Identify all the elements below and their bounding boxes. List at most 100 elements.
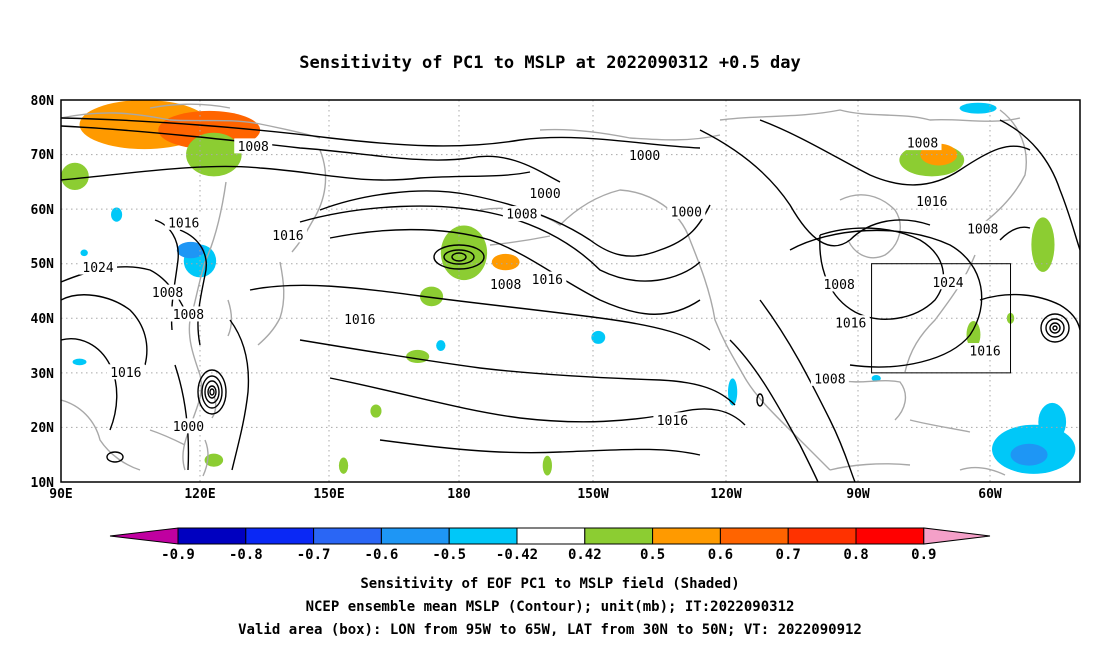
- colorbar-tick-label: -0.9: [161, 547, 195, 563]
- negative-sensitivity-patch: [591, 330, 606, 344]
- footer: Sensitivity of EOF PC1 to MSLP field (Sh…: [238, 576, 862, 638]
- colorbar-tick-label: 0.6: [708, 547, 733, 563]
- contour-line: [443, 249, 475, 265]
- contour-line: [759, 299, 856, 482]
- coastline-alaska-north: [539, 128, 721, 141]
- negative-sensitivity-patch: [727, 378, 738, 406]
- contour-label: 1016: [916, 195, 947, 210]
- contour-label-bg: [234, 138, 273, 154]
- contour-label-bg: [169, 418, 208, 434]
- contour-line: [61, 125, 561, 183]
- contour-label: 1008: [490, 278, 521, 293]
- coastline-philippines: [202, 439, 209, 477]
- valid-area-box: [871, 263, 1012, 374]
- negative-sensitivity-patch: [871, 375, 881, 382]
- contour-line: [319, 190, 711, 257]
- contour-label-bg: [169, 306, 208, 322]
- contour-label-bg: [831, 315, 870, 331]
- contour-label: 1008: [907, 137, 938, 152]
- lon-label: 60W: [978, 487, 1002, 502]
- lon-label: 90E: [49, 487, 72, 502]
- colorbar-swatch: [313, 527, 382, 545]
- positive-sensitivity-patch: [204, 453, 224, 467]
- positive-sensitivity-patch: [491, 253, 520, 271]
- colorbar-tick-label: -0.6: [365, 547, 399, 563]
- lon-label: 150E: [313, 487, 344, 502]
- contour-line: [204, 380, 220, 404]
- lon-label: 180: [447, 487, 471, 502]
- contour-label: 1008: [506, 208, 537, 223]
- contour-label: 1016: [344, 313, 375, 328]
- contour-label-bg: [903, 135, 942, 151]
- sensitivity-shading: [61, 100, 1076, 476]
- footer-line-contour: NCEP ensemble mean MSLP (Contour); unit(…: [306, 599, 795, 615]
- contour-line: [61, 338, 118, 431]
- contour-label: 1008: [967, 222, 998, 237]
- contour-label: 1000: [529, 187, 560, 202]
- contour-label-bg: [106, 364, 145, 380]
- contour-label: 1024: [932, 276, 963, 291]
- contour-label: 1008: [814, 372, 845, 387]
- colorbar-swatch: [787, 527, 857, 545]
- lat-label: 80N: [31, 94, 55, 109]
- lat-label: 20N: [31, 421, 55, 436]
- contour-label: 1016: [532, 273, 563, 288]
- positive-sensitivity-patch: [419, 286, 444, 307]
- contour-line: [249, 284, 711, 351]
- contour-label: 1008: [823, 278, 854, 293]
- contour-label-bg: [820, 276, 859, 292]
- contour-line: [999, 226, 1031, 241]
- negative-sensitivity-patch: [111, 207, 123, 222]
- colorbar-swatch: [380, 527, 450, 545]
- colorbar-swatch: [516, 527, 586, 545]
- colorbar-tick-label: 0.8: [843, 547, 868, 563]
- colorbar-tick-label: 0.9: [911, 547, 936, 563]
- coastline-japan: [257, 261, 285, 346]
- contour-line: [207, 385, 217, 399]
- contour-line: [819, 227, 945, 320]
- coastline-siberia: [61, 112, 321, 139]
- contour-line: [379, 439, 701, 456]
- contour-line: [61, 117, 701, 149]
- contour-label: 1016: [835, 317, 866, 332]
- coastline-cuba: [909, 419, 971, 433]
- contour-label: 1008: [173, 308, 204, 323]
- contour-line: [759, 119, 1031, 186]
- colorbar-swatch: [652, 527, 721, 545]
- colorbar-tick-label: -0.8: [229, 547, 263, 563]
- contour-label: 1000: [671, 205, 702, 220]
- negative-sensitivity-patch: [959, 102, 997, 114]
- contour-label-bg: [653, 412, 692, 428]
- negative-sensitivity-patch: [1010, 443, 1048, 466]
- contour-label: 1024: [82, 261, 113, 276]
- figure-title: Sensitivity of PC1 to MSLP at 2022090312…: [299, 53, 801, 73]
- contour-label: 1016: [272, 229, 303, 244]
- lon-label: 120E: [184, 487, 215, 502]
- positive-sensitivity-patch: [61, 162, 89, 191]
- coastline-indochina: [61, 399, 141, 471]
- colorbar-swatch: [855, 527, 925, 545]
- contour-label-bg: [268, 227, 307, 243]
- contour-labels: 1008 1000 1000 1000 1008 1016 1016 1024 1008 1008…: [79, 135, 1005, 435]
- contour-label-bg: [667, 203, 706, 219]
- lat-label: 70N: [31, 148, 55, 163]
- contour-label-bg: [625, 147, 664, 163]
- contour-line: [729, 339, 819, 482]
- coastline-korea: [227, 299, 233, 337]
- colorbar-tick-label: 0.7: [776, 547, 801, 563]
- negative-sensitivity-patch: [80, 249, 88, 257]
- colorbar-swatch: [245, 527, 315, 545]
- contour-line: [229, 319, 250, 471]
- colorbar-swatch: [448, 527, 518, 545]
- colorbar-tick-label: 0.42: [568, 547, 602, 563]
- lat-label: 50N: [31, 257, 55, 272]
- positive-sensitivity-patch: [338, 457, 349, 474]
- mslp-contours: [61, 117, 1080, 482]
- contour-line: [1045, 318, 1065, 338]
- contour-line: [209, 388, 215, 396]
- contour-label-bg: [164, 214, 203, 230]
- map-frame: [60, 99, 1081, 483]
- coastline-greenland: [984, 109, 1027, 223]
- colorbar-tick-label: -0.5: [432, 547, 466, 563]
